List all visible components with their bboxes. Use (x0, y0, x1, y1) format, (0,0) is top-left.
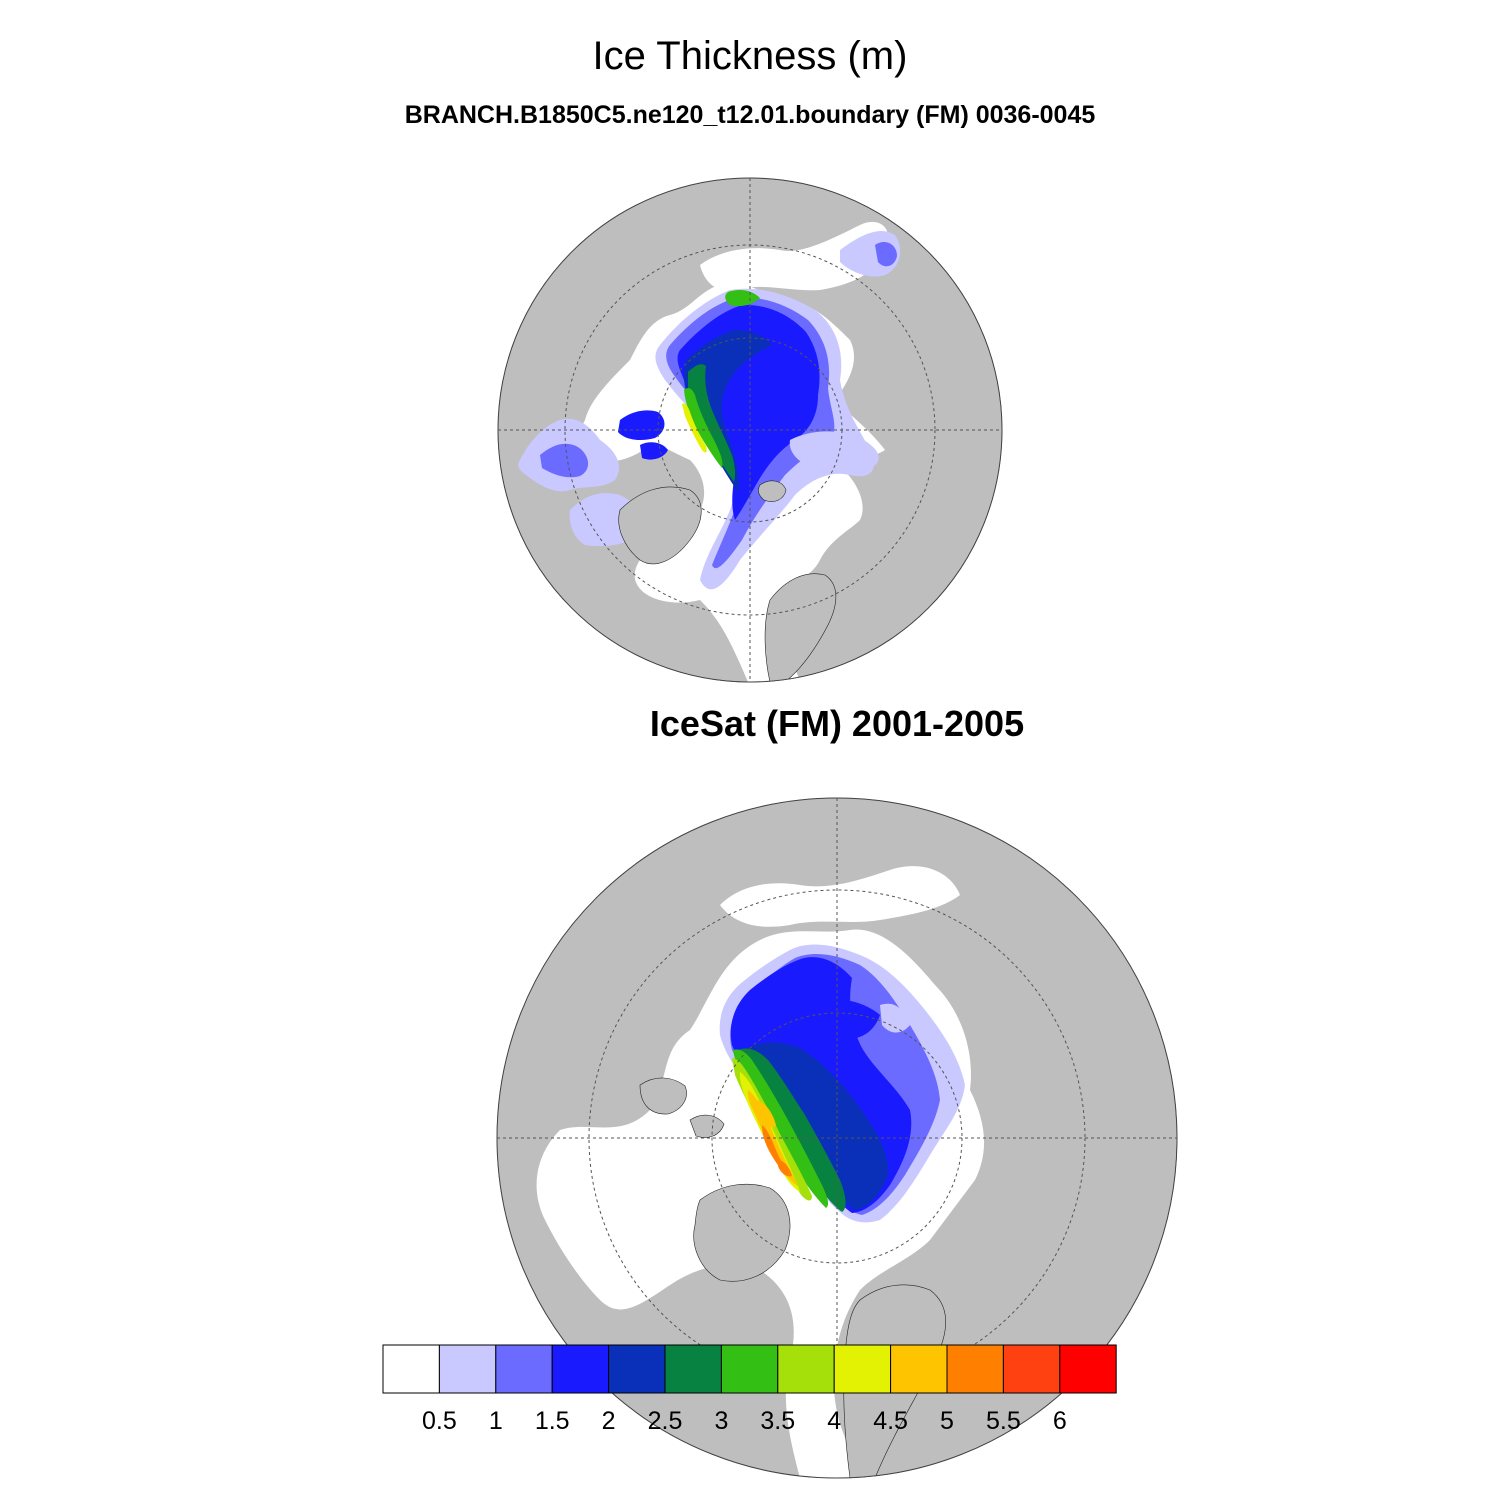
ice-barents (789, 431, 879, 471)
ice-hudson-core (540, 443, 589, 478)
colorbar-swatch (890, 1344, 948, 1394)
colorbar-swatch (1059, 1344, 1117, 1394)
ice-archipelago (618, 410, 665, 440)
land-scandinavia (764, 573, 837, 682)
colorbar-swatch (382, 1344, 440, 1394)
polar-map-icesat (496, 797, 1178, 1479)
colorbar: 0.5 1 1.5 2 2.5 3 3.5 4 4.5 5 5.5 6 (382, 1344, 1117, 1435)
colorbar-swatch (946, 1344, 1004, 1394)
panel-icesat-title: IceSat (FM) 2001-2005 (649, 703, 1025, 744)
ice-arctic-2p5 (683, 330, 772, 492)
colorbar-swatch (833, 1344, 892, 1394)
land-archipelago-2 (689, 1114, 725, 1138)
colorbar-swatch (1002, 1344, 1061, 1394)
ice-okhotsk-core (875, 242, 897, 267)
colorbar-swatch (438, 1344, 497, 1394)
graticule (497, 798, 1177, 1387)
ocean-north (720, 866, 960, 927)
colorbar-tick-label: 5.5 (986, 1407, 1021, 1435)
ice-arctic-3p5 (684, 387, 723, 468)
colorbar-tick-label: 4.5 (873, 1407, 908, 1435)
colorbar-tick-label: 2 (602, 1407, 616, 1435)
colorbar-tick-label: 5 (940, 1407, 954, 1435)
ice-arctic-4plus (682, 403, 707, 453)
figure-subtitle: BRANCH.B1850C5.ne120_t12.01.boundary (FM… (404, 101, 1096, 129)
ice-icesat-light-patch (880, 1003, 910, 1033)
colorbar-tick-label: 3.5 (760, 1407, 795, 1435)
land-svalbard (758, 480, 787, 502)
colorbar-tick-label: 1.5 (535, 1407, 570, 1435)
land-greenland (618, 486, 702, 565)
colorbar-tick-label: 1 (489, 1407, 503, 1435)
ice-arctic-3 (688, 364, 736, 482)
colorbar-tick-label: 2.5 (648, 1407, 683, 1435)
ice-icesat-5p5-patch (778, 1160, 792, 1177)
colorbar-tick-label: 0.5 (422, 1407, 457, 1435)
ocean-region-north (700, 221, 889, 292)
colorbar-swatch (664, 1344, 722, 1394)
colorbar-swatch (495, 1344, 553, 1394)
colorbar-tick-label: 3 (714, 1407, 728, 1435)
land-greenland (693, 1183, 791, 1282)
graticule (498, 178, 1002, 682)
ice-icesat-2-upper (829, 999, 880, 1039)
figure-title: Ice Thickness (m) (592, 34, 908, 78)
colorbar-swatch (551, 1344, 610, 1394)
colorbar-swatch (777, 1344, 835, 1394)
ice-arctic-green-rim (725, 290, 760, 307)
colorbar-tick-label: 4 (827, 1407, 841, 1435)
colorbar-tick-label: 6 (1053, 1407, 1067, 1435)
ice-archipelago-2 (640, 442, 668, 460)
land-archipelago (639, 1077, 687, 1115)
colorbar-swatch (608, 1344, 666, 1394)
polar-map-model (497, 177, 1003, 683)
ice-icesat-5-patch (752, 1099, 776, 1128)
colorbar-swatch (720, 1344, 779, 1394)
